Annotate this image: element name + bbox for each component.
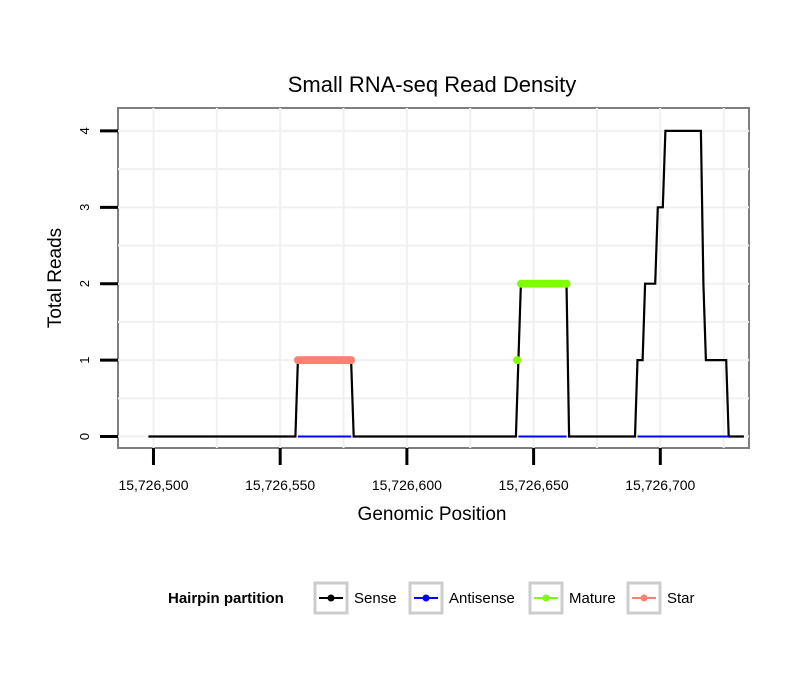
y-tick-label: 0	[77, 433, 92, 440]
legend-entry-star: Star	[626, 581, 695, 615]
x-tick-label: 15,726,550	[245, 477, 315, 493]
x-tick-label: 15,726,600	[372, 477, 442, 493]
legend-key-point	[542, 594, 550, 602]
legend-label: Sense	[354, 590, 397, 607]
star-point	[347, 356, 356, 365]
legend: Hairpin partition Sense Antisense Mature St…	[168, 581, 695, 615]
legend-key-point	[640, 594, 648, 602]
sense-series-line	[148, 129, 744, 438]
legend-key-point	[327, 594, 335, 602]
legend-label: Mature	[569, 590, 616, 607]
legend-key-point	[422, 594, 430, 602]
legend-items: Sense Antisense Mature Star	[313, 581, 695, 615]
legend-title: Hairpin partition	[168, 590, 284, 607]
x-axis: 15,726,500 15,726,550 15,726,600 15,726,650…	[118, 448, 696, 493]
plot-background	[117, 107, 750, 449]
mature-point	[562, 279, 571, 288]
series-layer	[148, 129, 744, 438]
x-tick-label: 15,726,700	[625, 477, 695, 493]
legend-label: Star	[667, 590, 695, 607]
y-tick-label: 1	[77, 356, 92, 363]
x-axis-label: Genomic Position	[358, 504, 507, 525]
y-tick-label: 4	[77, 127, 92, 134]
y-tick-label: 3	[77, 204, 92, 211]
legend-label: Antisense	[449, 590, 515, 607]
legend-entry-mature: Mature	[528, 581, 616, 615]
x-tick-label: 15,726,650	[499, 477, 569, 493]
legend-entry-antisense: Antisense	[408, 581, 515, 615]
y-axis-label: Total Reads	[45, 228, 66, 328]
mature-point	[513, 356, 522, 365]
y-tick-label: 2	[77, 280, 92, 287]
x-tick-label: 15,726,500	[118, 477, 188, 493]
chart-title: Small RNA-seq Read Density	[288, 72, 577, 97]
grid-lines	[118, 108, 749, 448]
legend-entry-sense: Sense	[313, 581, 397, 615]
plot-panel	[117, 107, 750, 449]
y-axis: 0 1 2 3 4	[77, 127, 118, 440]
